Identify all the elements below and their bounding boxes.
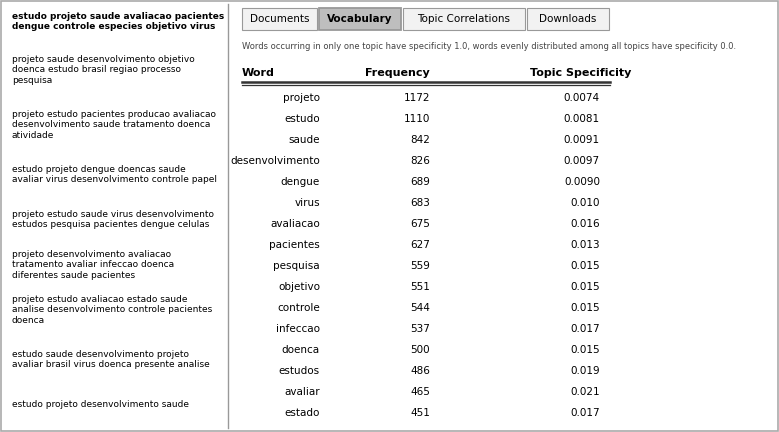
Text: 0.015: 0.015 [570, 261, 600, 271]
Text: objetivo: objetivo [278, 282, 320, 292]
FancyBboxPatch shape [242, 8, 317, 30]
Text: desenvolvimento: desenvolvimento [231, 156, 320, 166]
Text: 486: 486 [410, 366, 430, 376]
Text: 1110: 1110 [404, 114, 430, 124]
Text: 627: 627 [410, 240, 430, 250]
Text: dengue: dengue [280, 177, 320, 187]
Text: 689: 689 [410, 177, 430, 187]
Text: 465: 465 [410, 387, 430, 397]
Text: Word: Word [242, 68, 275, 78]
FancyBboxPatch shape [527, 8, 609, 30]
Text: estudo projeto saude avaliacao pacientes
dengue controle especies objetivo virus: estudo projeto saude avaliacao pacientes… [12, 12, 224, 32]
Text: 0.017: 0.017 [570, 324, 600, 334]
Text: infeccao: infeccao [276, 324, 320, 334]
Text: Frequency: Frequency [365, 68, 430, 78]
Text: projeto estudo saude virus desenvolvimento
estudos pesquisa pacientes dengue cel: projeto estudo saude virus desenvolvimen… [12, 210, 214, 229]
FancyBboxPatch shape [319, 8, 401, 30]
Text: 0.021: 0.021 [570, 387, 600, 397]
Text: 451: 451 [410, 408, 430, 418]
Text: 826: 826 [410, 156, 430, 166]
Text: controle: controle [277, 303, 320, 313]
Text: 675: 675 [410, 219, 430, 229]
Text: pacientes: pacientes [270, 240, 320, 250]
Text: saude: saude [288, 135, 320, 145]
Text: 559: 559 [410, 261, 430, 271]
Text: 0.016: 0.016 [570, 219, 600, 229]
Text: Documents: Documents [250, 14, 309, 24]
Text: 1172: 1172 [404, 93, 430, 103]
Text: pesquisa: pesquisa [273, 261, 320, 271]
Text: 842: 842 [410, 135, 430, 145]
Text: virus: virus [294, 198, 320, 208]
Text: 551: 551 [410, 282, 430, 292]
Text: estudos: estudos [279, 366, 320, 376]
Text: Topic Specificity: Topic Specificity [530, 68, 631, 78]
Text: 0.015: 0.015 [570, 345, 600, 355]
Text: estudo projeto desenvolvimento saude: estudo projeto desenvolvimento saude [12, 400, 189, 409]
Text: 0.0090: 0.0090 [564, 177, 600, 187]
Text: 0.0097: 0.0097 [564, 156, 600, 166]
Text: Vocabulary: Vocabulary [327, 14, 393, 24]
Text: 0.0074: 0.0074 [564, 93, 600, 103]
Text: estudo projeto dengue doencas saude
avaliar virus desenvolvimento controle papel: estudo projeto dengue doencas saude aval… [12, 165, 217, 184]
Text: Downloads: Downloads [539, 14, 597, 24]
Text: 500: 500 [411, 345, 430, 355]
Text: 0.013: 0.013 [570, 240, 600, 250]
Text: Words occurring in only one topic have specificity 1.0, words evenly distributed: Words occurring in only one topic have s… [242, 42, 736, 51]
Text: projeto: projeto [283, 93, 320, 103]
Text: Topic Correlations: Topic Correlations [418, 14, 510, 24]
Text: 0.019: 0.019 [570, 366, 600, 376]
Text: projeto estudo avaliacao estado saude
analise desenvolvimento controle pacientes: projeto estudo avaliacao estado saude an… [12, 295, 212, 325]
Text: avaliacao: avaliacao [270, 219, 320, 229]
Text: projeto desenvolvimento avaliacao
tratamento avaliar infeccao doenca
diferentes : projeto desenvolvimento avaliacao tratam… [12, 250, 174, 280]
Text: estudo: estudo [284, 114, 320, 124]
Text: 683: 683 [410, 198, 430, 208]
Text: 0.015: 0.015 [570, 282, 600, 292]
Text: estado: estado [284, 408, 320, 418]
Text: projeto saude desenvolvimento objetivo
doenca estudo brasil regiao processo
pesq: projeto saude desenvolvimento objetivo d… [12, 55, 195, 85]
Text: avaliar: avaliar [284, 387, 320, 397]
Text: 0.0091: 0.0091 [564, 135, 600, 145]
Text: doenca: doenca [282, 345, 320, 355]
Text: 0.017: 0.017 [570, 408, 600, 418]
Text: estudo saude desenvolvimento projeto
avaliar brasil virus doenca presente analis: estudo saude desenvolvimento projeto ava… [12, 350, 210, 369]
Text: 537: 537 [410, 324, 430, 334]
Text: 0.0081: 0.0081 [564, 114, 600, 124]
Text: projeto estudo pacientes producao avaliacao
desenvolvimento saude tratamento doe: projeto estudo pacientes producao avalia… [12, 110, 216, 140]
Text: 0.015: 0.015 [570, 303, 600, 313]
FancyBboxPatch shape [403, 8, 525, 30]
Text: 544: 544 [410, 303, 430, 313]
Text: 0.010: 0.010 [570, 198, 600, 208]
